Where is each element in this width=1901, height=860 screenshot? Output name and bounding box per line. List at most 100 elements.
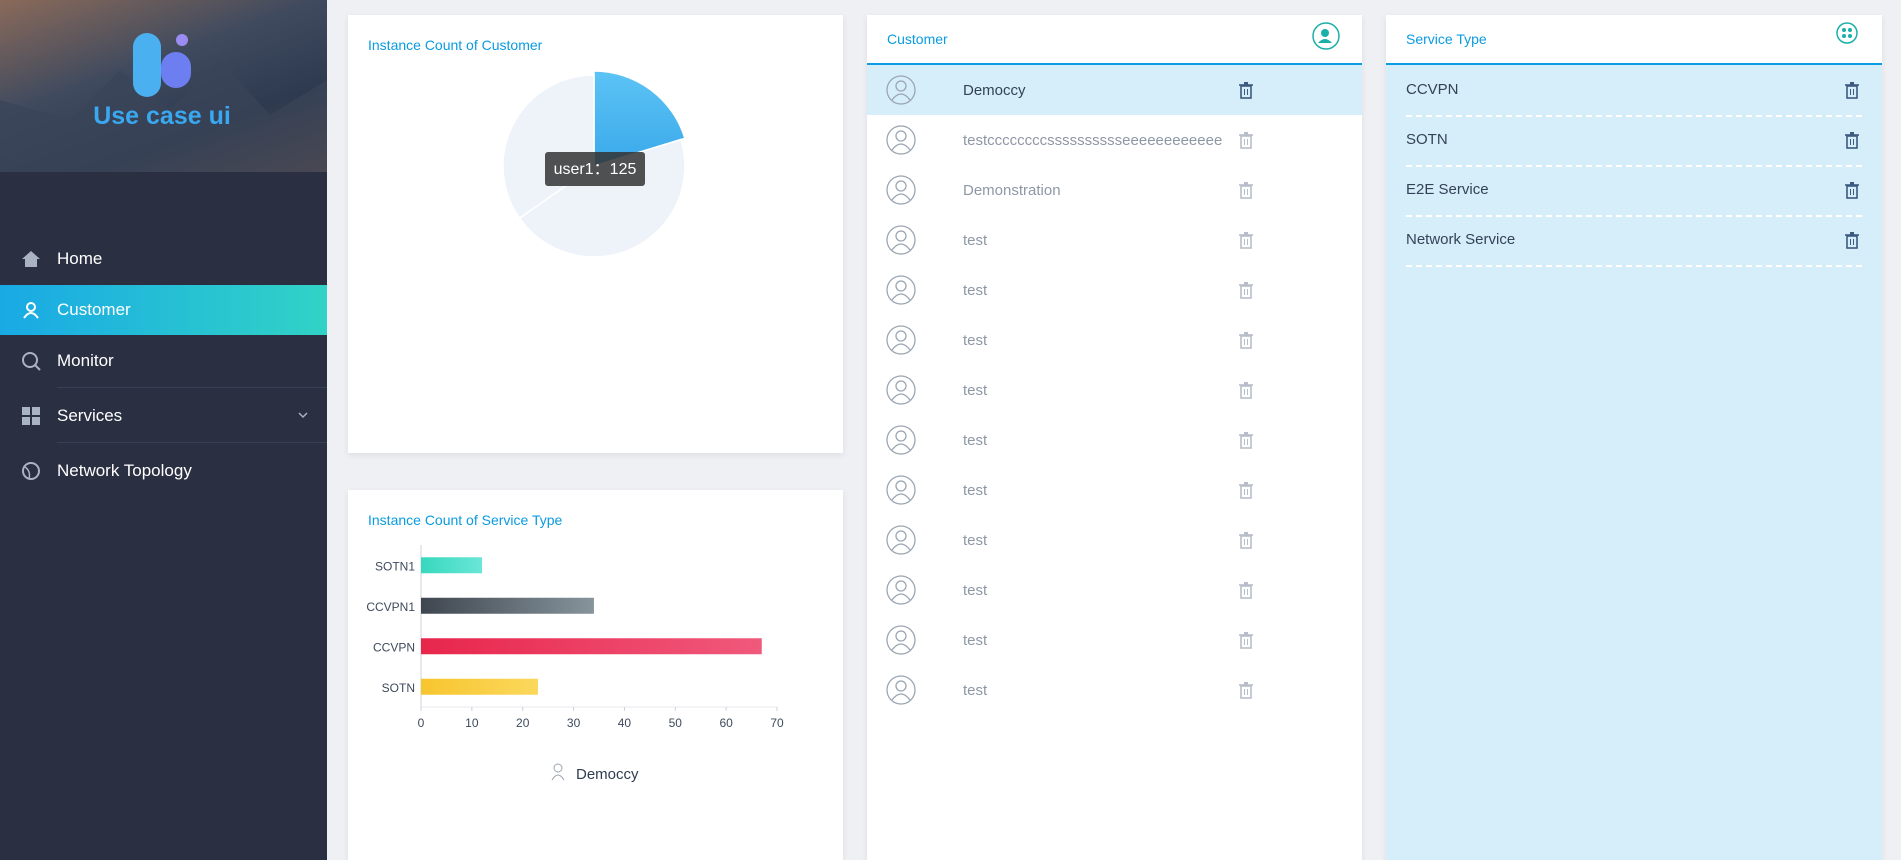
legend: Democcy	[551, 763, 639, 783]
delete-button[interactable]	[1238, 81, 1254, 99]
customer-row[interactable]: test	[867, 415, 1362, 465]
bar	[421, 557, 483, 574]
customer-row[interactable]: Demonstration	[867, 165, 1362, 215]
nav-label: Monitor	[57, 351, 114, 370]
panel-title: Service Type	[1406, 31, 1487, 47]
delete-button[interactable]	[1238, 181, 1254, 199]
delete-button[interactable]	[1238, 531, 1254, 549]
customer-row[interactable]: test	[867, 515, 1362, 565]
tooltip-sep: ：	[594, 161, 610, 178]
x-tick-label: 10	[465, 716, 479, 730]
delete-button[interactable]	[1238, 231, 1254, 249]
nav-label: Home	[57, 249, 103, 268]
tooltip-name: user1	[554, 161, 594, 178]
bar	[421, 678, 538, 695]
customer-name: test	[963, 532, 988, 549]
delete-button[interactable]	[1844, 181, 1860, 199]
service-row[interactable]: SOTN	[1406, 115, 1862, 167]
delete-button[interactable]	[1238, 681, 1254, 699]
add-service-button[interactable]	[1835, 21, 1859, 45]
customer-name: Demonstration	[963, 182, 1061, 199]
bar-chart: 0 10 20 30 40 50 60 70 SOTN CCVPN CCVPN1 SOTN1 Democ…	[366, 545, 784, 783]
y-tick-label: SOTN1	[375, 559, 415, 573]
x-tick-label: 0	[418, 716, 425, 730]
x-tick-label: 60	[719, 716, 733, 730]
customer-name: test	[963, 332, 988, 349]
x-tick-label: 20	[516, 716, 530, 730]
service-row[interactable]: Network Service	[1406, 215, 1862, 267]
customer-name: test	[963, 382, 988, 399]
panel-title: Instance Count of Service Type	[368, 512, 563, 528]
customer-name: Democcy	[963, 82, 1026, 99]
customer-panel: Customer Democcy testccccccccssssssssssee…	[867, 15, 1362, 860]
panel-header: Customer	[867, 15, 1362, 65]
nav-item[interactable]: Customer	[0, 285, 327, 335]
x-tick-label: 70	[770, 716, 784, 730]
service-name: Network Service	[1406, 231, 1516, 248]
panel-title: Customer	[887, 31, 948, 47]
nav-item[interactable]: Home	[0, 234, 327, 284]
nav-label: Customer	[57, 300, 131, 319]
delete-button[interactable]	[1844, 81, 1860, 99]
y-tick-label: CCVPN1	[366, 600, 415, 614]
customer-row[interactable]: test	[867, 615, 1362, 665]
delete-button[interactable]	[1238, 631, 1254, 649]
delete-button[interactable]	[1238, 331, 1254, 349]
bar	[421, 638, 762, 655]
customer-row[interactable]: test	[867, 215, 1362, 265]
delete-button[interactable]	[1238, 381, 1254, 399]
legend-label: Democcy	[576, 766, 639, 783]
logo-text: Use case ui	[93, 102, 231, 130]
customer-row[interactable]: test	[867, 665, 1362, 715]
delete-button[interactable]	[1238, 481, 1254, 499]
service-panel: Service Type CCVPN SOTN E2E Service Network…	[1386, 15, 1882, 860]
service-chart-panel: Instance Count of Service Type 0 10 20 30 40…	[348, 490, 843, 860]
customer-name: test	[963, 582, 988, 599]
delete-button[interactable]	[1844, 231, 1860, 249]
logo-area: Use case ui	[0, 0, 327, 172]
customer-row[interactable]: test	[867, 465, 1362, 515]
nav-item[interactable]: Monitor	[0, 336, 327, 388]
y-tick-label: CCVPN	[373, 640, 415, 654]
service-name: SOTN	[1406, 131, 1448, 148]
customer-row[interactable]: test	[867, 265, 1362, 315]
delete-button[interactable]	[1238, 281, 1254, 299]
sidebar: Use case ui Home Customer Monitor Services N…	[0, 0, 327, 860]
nav-label: Network Topology	[57, 461, 192, 480]
nav-item[interactable]: Services	[0, 391, 327, 443]
pie-slice	[593, 70, 686, 168]
tooltip-box	[545, 152, 645, 186]
customer-name: test	[963, 682, 988, 699]
service-name: CCVPN	[1406, 81, 1459, 98]
nav-label: Services	[57, 406, 123, 425]
tooltip-value: 125	[610, 161, 637, 178]
customer-name: test	[963, 632, 988, 649]
nav-item[interactable]: Network Topology	[0, 446, 327, 496]
service-row[interactable]: E2E Service	[1406, 165, 1862, 217]
customer-row[interactable]: Democcy	[867, 65, 1362, 115]
x-tick-label: 30	[567, 716, 581, 730]
panel-header: Service Type	[1386, 15, 1882, 65]
customer-row[interactable]: test	[867, 365, 1362, 415]
tooltip: user1：125	[545, 152, 645, 186]
customer-row[interactable]: test	[867, 315, 1362, 365]
add-customer-button[interactable]	[1311, 21, 1341, 51]
pie-slice	[502, 74, 595, 220]
delete-button[interactable]	[1238, 131, 1254, 149]
delete-button[interactable]	[1844, 131, 1860, 149]
x-tick-label: 40	[618, 716, 632, 730]
customer-name: testccccccccsssssssssseeeeeeeeeeee	[963, 132, 1223, 149]
delete-button[interactable]	[1238, 431, 1254, 449]
customer-name: test	[963, 232, 988, 249]
customer-row[interactable]: test	[867, 565, 1362, 615]
pie-chart: user1：125	[502, 70, 686, 258]
customer-row[interactable]: testccccccccsssssssssseeeeeeeeeeee	[867, 115, 1362, 165]
logo: Use case ui	[0, 33, 327, 172]
tooltip-text: user1：125	[554, 161, 637, 178]
customer-name: test	[963, 432, 988, 449]
service-row[interactable]: CCVPN	[1406, 65, 1862, 117]
bar	[421, 597, 594, 614]
x-tick-label: 50	[669, 716, 683, 730]
delete-button[interactable]	[1238, 581, 1254, 599]
